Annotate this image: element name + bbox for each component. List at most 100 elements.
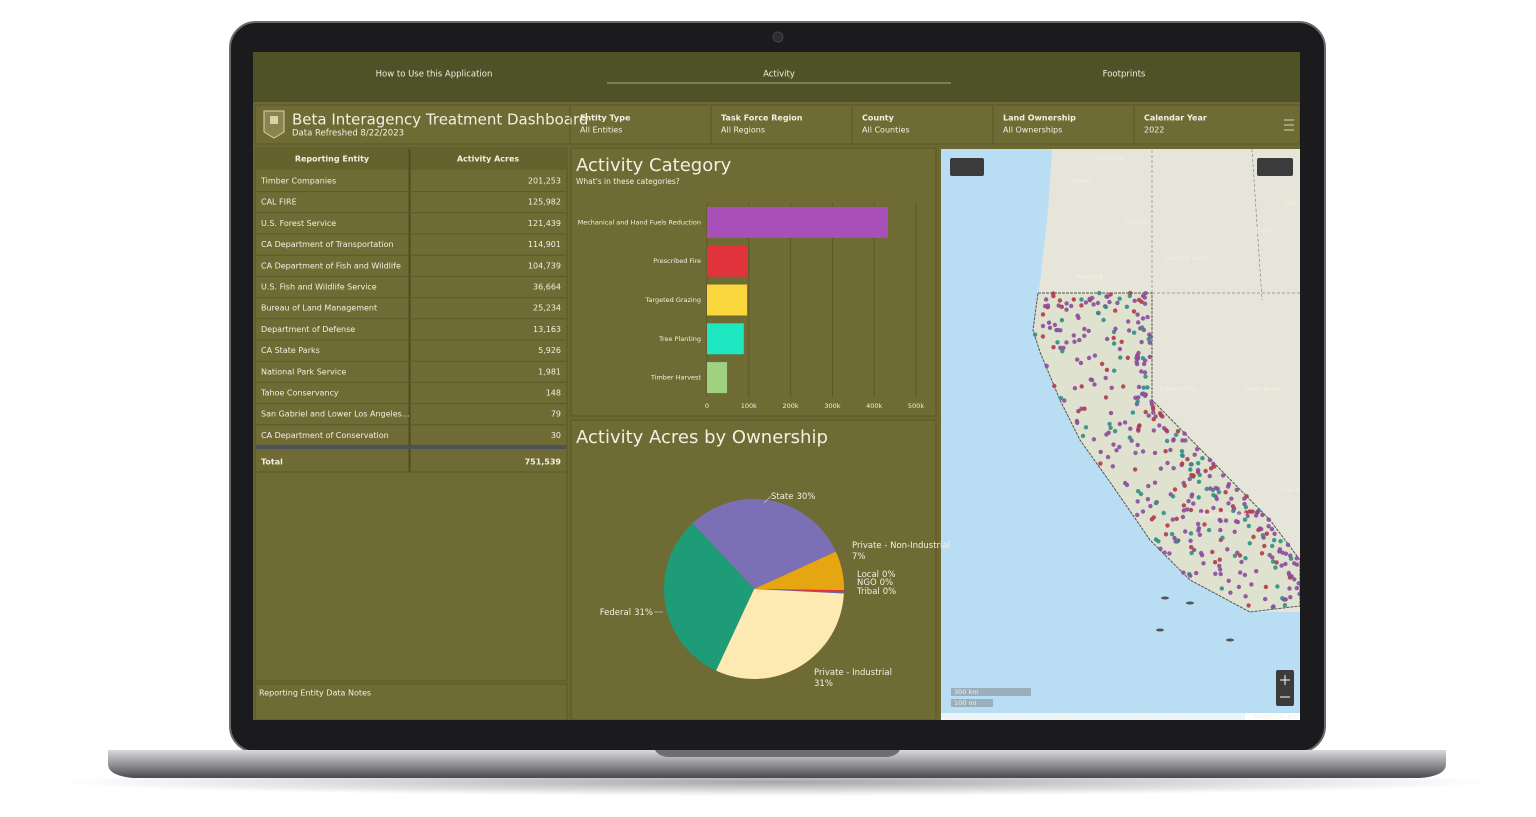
treatment-dot	[1213, 571, 1218, 576]
treatment-dot	[1272, 531, 1277, 536]
treatment-dot	[1180, 514, 1186, 520]
menu-icon[interactable]	[1284, 119, 1294, 131]
treatment-dot	[1270, 559, 1276, 564]
treatment-dot	[1113, 326, 1118, 331]
treatment-dot	[1163, 532, 1169, 537]
map-tool-button[interactable]	[950, 158, 984, 176]
filter-value: All Ownerships	[1003, 126, 1062, 135]
pie-label: NGO 0%	[857, 578, 893, 588]
data-notes-link[interactable]: Reporting Entity Data Notes	[259, 689, 371, 698]
treatment-dot	[1143, 409, 1148, 415]
treatment-dot	[1051, 293, 1056, 299]
map-scale-label: 100 mi	[954, 699, 977, 707]
treatment-dot	[1181, 570, 1186, 575]
treatment-dot	[1058, 328, 1063, 333]
nav-tab[interactable]: Footprints	[1103, 70, 1146, 80]
treatment-dot	[1242, 517, 1248, 522]
pie-slice	[692, 498, 836, 589]
treatment-dot	[1072, 386, 1078, 391]
treatment-dot	[1095, 310, 1101, 316]
attribution-bar	[941, 713, 1300, 720]
pie-label-value: 30%	[797, 492, 816, 502]
island	[1186, 601, 1194, 605]
treatment-dot	[1260, 512, 1265, 518]
filter[interactable]: Land Ownership All Ownerships	[1003, 114, 1076, 135]
pie-label-name: Private - Non-Industrial	[852, 541, 950, 551]
treatment-dot	[1047, 325, 1053, 330]
treatment-dot	[1147, 354, 1153, 360]
filter[interactable]: Entity Type All Entities	[580, 114, 631, 135]
treatment-dot	[1072, 339, 1077, 344]
map-credit[interactable]: Powered by Esri	[1254, 715, 1298, 721]
logo	[263, 110, 285, 139]
treatment-dot	[1142, 295, 1148, 300]
treatment-dot	[1152, 480, 1158, 485]
header-bar	[254, 104, 1300, 145]
treatment-dot	[1059, 318, 1065, 323]
treatment-dot	[1188, 507, 1194, 513]
pie-label-name: Federal	[600, 608, 631, 618]
category-label: Tree Planting	[658, 335, 701, 343]
map-label: Portland	[1097, 154, 1124, 162]
filter[interactable]: Calendar Year 2022	[1144, 114, 1207, 135]
activity-acres: 30	[551, 431, 561, 440]
treatment-dot	[1201, 561, 1206, 566]
map-tool-button[interactable]	[1257, 158, 1293, 176]
treatment-dot	[1196, 528, 1201, 533]
treatment-dot	[1076, 409, 1081, 414]
treatment-dot	[1285, 542, 1291, 547]
x-tick-label: 300k	[824, 402, 840, 410]
table-panel	[254, 147, 568, 682]
treatment-dot	[1226, 578, 1231, 583]
activity-acres: 121,439	[528, 219, 561, 228]
treatment-dot	[1288, 556, 1294, 561]
treatment-dot	[1264, 531, 1270, 536]
treatment-dot	[1189, 545, 1194, 550]
pie-slice	[754, 589, 844, 593]
nav-tab[interactable]: How to Use this Application	[376, 70, 493, 80]
treatment-dot	[1064, 340, 1069, 345]
total-separator	[256, 445, 566, 449]
treatment-dot	[1104, 432, 1109, 437]
treatment-dot	[1117, 421, 1123, 427]
bar	[707, 284, 748, 316]
treatment-dot	[1225, 484, 1231, 489]
treatment-dot	[1107, 299, 1112, 305]
treatment-dot	[1151, 515, 1157, 520]
treatment-dot	[1183, 529, 1188, 534]
treatment-dot	[1135, 499, 1140, 504]
treatment-dot	[1270, 543, 1275, 549]
chart-subtitle-link[interactable]: What's in these categories?	[576, 177, 680, 186]
treatment-dot	[1218, 507, 1224, 513]
treatment-dot	[1204, 486, 1210, 492]
entity-name: U.S. Forest Service	[261, 219, 336, 228]
treatment-dot	[1187, 476, 1193, 482]
treatment-dot	[1113, 308, 1118, 313]
treatment-dot	[1168, 447, 1173, 453]
treatment-dot	[1139, 339, 1144, 345]
filter[interactable]: County All Counties	[862, 114, 910, 135]
treatment-dot	[1082, 326, 1087, 332]
treatment-dot	[1117, 296, 1122, 301]
treatment-dot	[1059, 304, 1065, 309]
treatment-dot	[1043, 297, 1049, 302]
filter[interactable]: Task Force Region All Regions	[721, 114, 803, 135]
treatment-dot	[1165, 523, 1170, 528]
filter-value: All Counties	[862, 126, 910, 135]
treatment-dot	[1117, 444, 1122, 450]
treatment-dot	[1108, 292, 1113, 297]
category-label: Prescribed Fire	[653, 257, 701, 265]
treatment-dot	[1186, 498, 1191, 504]
tab-bar	[253, 52, 1300, 102]
treatment-dot	[1171, 466, 1176, 471]
treatment-dot	[1136, 395, 1141, 400]
treatment-dot	[1158, 466, 1164, 471]
treatment-dot	[1091, 437, 1097, 442]
nav-tab[interactable]: Activity	[763, 70, 795, 80]
treatment-dot	[1254, 569, 1259, 574]
map-scale-bar	[951, 688, 1031, 696]
treatment-dot	[1086, 328, 1091, 334]
treatment-dot	[1082, 406, 1087, 411]
treatment-dot	[1165, 460, 1170, 466]
activity-acres: 25,234	[533, 304, 561, 313]
